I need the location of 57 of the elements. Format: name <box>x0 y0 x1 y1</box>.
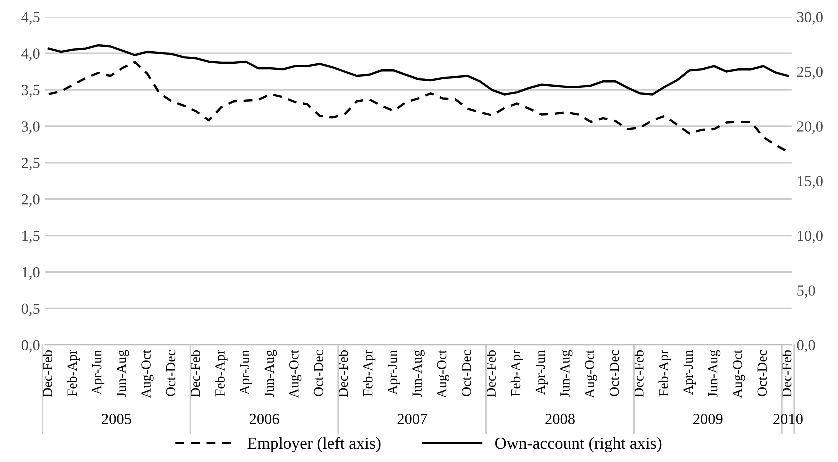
x-tick-label: Jun-Aug <box>117 350 130 398</box>
y-tick-label: 2,0 <box>22 194 40 207</box>
x-tick-label: Aug-Oct <box>733 350 746 398</box>
x-tick-label: Jun-Aug <box>560 350 573 398</box>
x-tick-label: Oct-Dec <box>314 350 324 396</box>
text: 2010 <box>774 414 803 424</box>
x-tick-label: Apr-Jun <box>240 350 252 396</box>
x-tick-label: Dec-Feb <box>338 350 348 398</box>
x-tick-label: Feb-Apr <box>215 350 228 397</box>
y2-tick-label: 25,0 <box>797 66 823 80</box>
x-tick-label: Feb-Apr <box>67 350 80 397</box>
text: 2006 <box>250 414 280 424</box>
x-tick-label: Jun-Aug <box>412 350 425 398</box>
y2-tick-label: 20,0 <box>797 122 823 134</box>
x-tick-label: Dec-Feb <box>634 350 644 398</box>
x-tick-label: Jun-Aug <box>264 350 278 398</box>
y-tick-label: 0,5 <box>22 304 40 316</box>
y2-tick-label: 10,0 <box>798 230 823 244</box>
legend-label: Own-account (right axis) <box>496 437 662 453</box>
y2-tick-label: 15,0 <box>798 176 823 189</box>
line-series <box>48 44 790 96</box>
x-tick-label: Dec-Feb <box>42 350 52 398</box>
y-tick-label: 0,0 <box>22 340 40 353</box>
y-tick-label: 3,0 <box>22 122 40 134</box>
y-tick-label: 1,5 <box>22 230 40 244</box>
x-tick-label: Aug-Oct <box>289 350 302 398</box>
y-tick-label: 1,0 <box>22 267 40 280</box>
x-tick-label: Apr-Jun <box>684 350 696 396</box>
x-tick-label: Oct-Dec <box>462 350 472 396</box>
x-tick-label: Aug-Oct <box>142 350 154 398</box>
text: 2009 <box>694 414 723 424</box>
x-tick-label: Apr-Jun <box>92 350 105 396</box>
text: 2007 <box>398 414 428 424</box>
x-tick-label: Feb-Apr <box>363 350 376 397</box>
y2-tick-label: 5,0 <box>798 286 816 298</box>
x-tick-label: Aug-Oct <box>585 350 598 398</box>
x-tick-label: Oct-Dec <box>758 350 768 396</box>
x-tick-label: Feb-Apr <box>510 350 524 397</box>
text: 2008 <box>546 414 575 424</box>
x-tick-label: Feb-Apr <box>658 350 672 397</box>
y-tick-label: 3,5 <box>22 85 40 98</box>
y2-tick-label: 30,0 <box>798 12 823 25</box>
y2-tick-label: 0,0 <box>797 340 816 353</box>
x-tick-label: Oct-Dec <box>166 350 176 396</box>
legend-label: Employer (left axis) <box>248 437 381 453</box>
y-tick-label: 4,5 <box>22 12 40 25</box>
x-tick-label: Aug-Oct <box>437 350 450 398</box>
y-tick-label: 4,0 <box>22 48 40 62</box>
y-tick-label: 2,5 <box>22 158 40 171</box>
text: 2005 <box>102 414 132 424</box>
x-tick-label: Apr-Jun <box>388 350 400 396</box>
x-tick-label: Oct-Dec <box>610 350 620 396</box>
x-tick-label: Dec-Feb <box>190 350 200 398</box>
x-tick-label: Dec-Feb <box>486 350 496 398</box>
x-tick-label: Dec-Feb <box>782 350 792 398</box>
x-tick-label: Apr-Jun <box>536 350 548 396</box>
x-tick-label: Jun-Aug <box>708 350 721 398</box>
